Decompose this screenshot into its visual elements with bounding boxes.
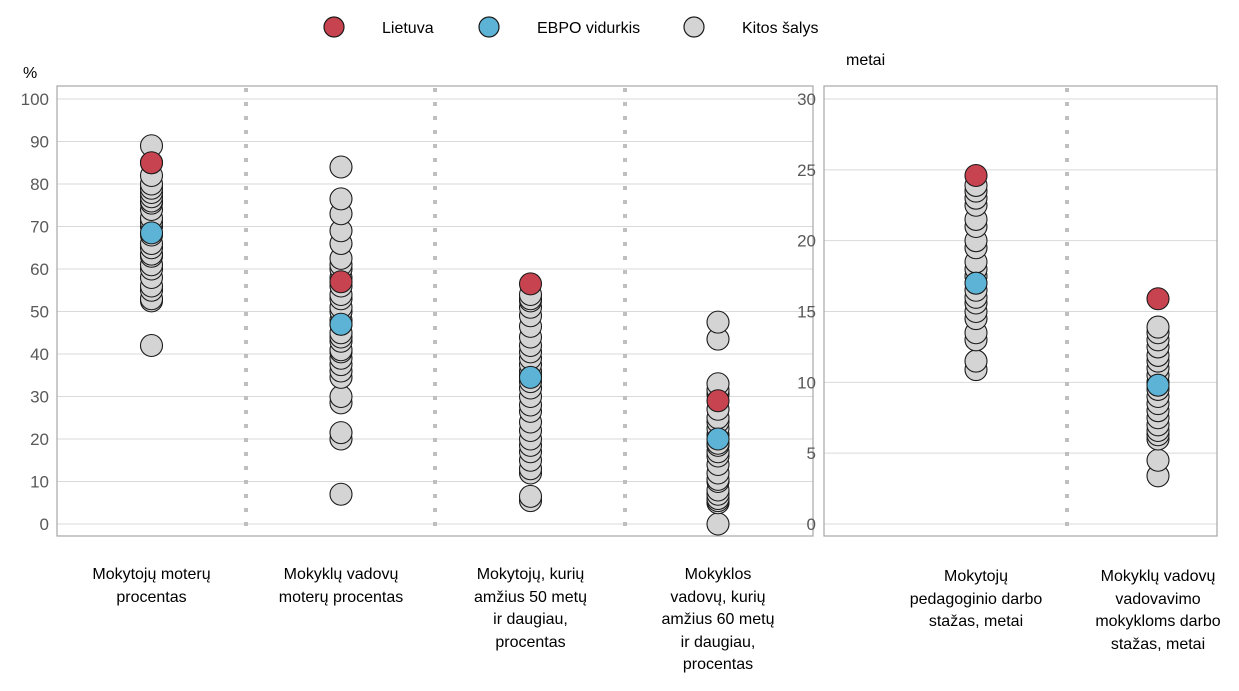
point-ebpo (518, 365, 543, 389)
y-tick-label: 5 (807, 444, 816, 463)
point-ebpo (706, 427, 730, 451)
point-ebpo (329, 312, 353, 336)
legend-marker-0 (323, 16, 345, 38)
y-unit-label: % (23, 65, 37, 82)
y-tick-label: 20 (797, 232, 816, 251)
x-category-label: Mokytojų moterų procentas (92, 566, 211, 606)
y-tick-label: 30 (797, 90, 816, 109)
point-lietuva (329, 270, 353, 294)
point-other (706, 512, 730, 536)
y-tick-label: 25 (797, 161, 816, 180)
point-lietuva (518, 272, 543, 296)
point-ebpo (964, 271, 988, 295)
y-tick-label: 30 (30, 388, 49, 407)
point-other (329, 155, 353, 179)
x-category-label: Mokytojų, kurių amžius 50 metų ir daugia… (474, 566, 587, 651)
point-other (964, 349, 988, 373)
point-lietuva (1146, 287, 1170, 311)
point-lietuva (706, 389, 730, 413)
y-tick-label: 80 (30, 175, 49, 194)
point-other (1146, 315, 1170, 339)
point-ebpo (139, 221, 164, 245)
y-tick-label: 0 (807, 515, 816, 534)
y-tick-label: 10 (30, 473, 49, 492)
legend: Lietuva EBPO vidurkis Kitos šalys (323, 16, 818, 38)
plot-frame (56, 85, 814, 537)
y-tick-label: 40 (30, 345, 49, 364)
x-category-label: Mokyklų vadovų moterų procentas (278, 566, 404, 606)
point-other (518, 484, 543, 508)
x-category-label: Mokytojų pedagoginio darbo stažas, metai (909, 568, 1043, 630)
y-tick-label: 0 (40, 515, 49, 534)
point-ebpo (1146, 373, 1170, 397)
legend-label-1: EBPO vidurkis (537, 20, 640, 37)
y-tick-label: 50 (30, 303, 49, 322)
point-other (329, 187, 353, 211)
y-tick-label: 70 (30, 218, 49, 237)
panel-years: metai 0 5 10 15 20 25 30 (797, 52, 1218, 537)
point-other (706, 310, 730, 334)
y-tick-label: 60 (30, 260, 49, 279)
point-other (139, 333, 164, 358)
point-other (1146, 448, 1170, 472)
legend-label-2: Kitos šalys (742, 20, 818, 37)
point-other (329, 421, 353, 445)
x-category-label: Mokyklos vadovų, kurių amžius 60 metų ir… (661, 566, 775, 673)
legend-marker-1 (478, 16, 500, 38)
y-tick-label: 20 (30, 430, 49, 449)
plot-frame (823, 85, 1218, 537)
point-lietuva (964, 163, 988, 188)
x-category-label: Mokyklų vadovų vadovavimo mokykloms darb… (1095, 568, 1221, 653)
y-tick-label: 90 (30, 133, 49, 152)
legend-marker-2 (683, 16, 705, 38)
point-lietuva (139, 151, 164, 175)
y-tick-label: 100 (21, 90, 49, 109)
y-tick-label: 15 (797, 303, 816, 322)
legend-label-0: Lietuva (382, 20, 434, 37)
y-unit-label: metai (846, 52, 885, 69)
point-other (329, 482, 353, 506)
y-tick-label: 10 (797, 373, 816, 392)
